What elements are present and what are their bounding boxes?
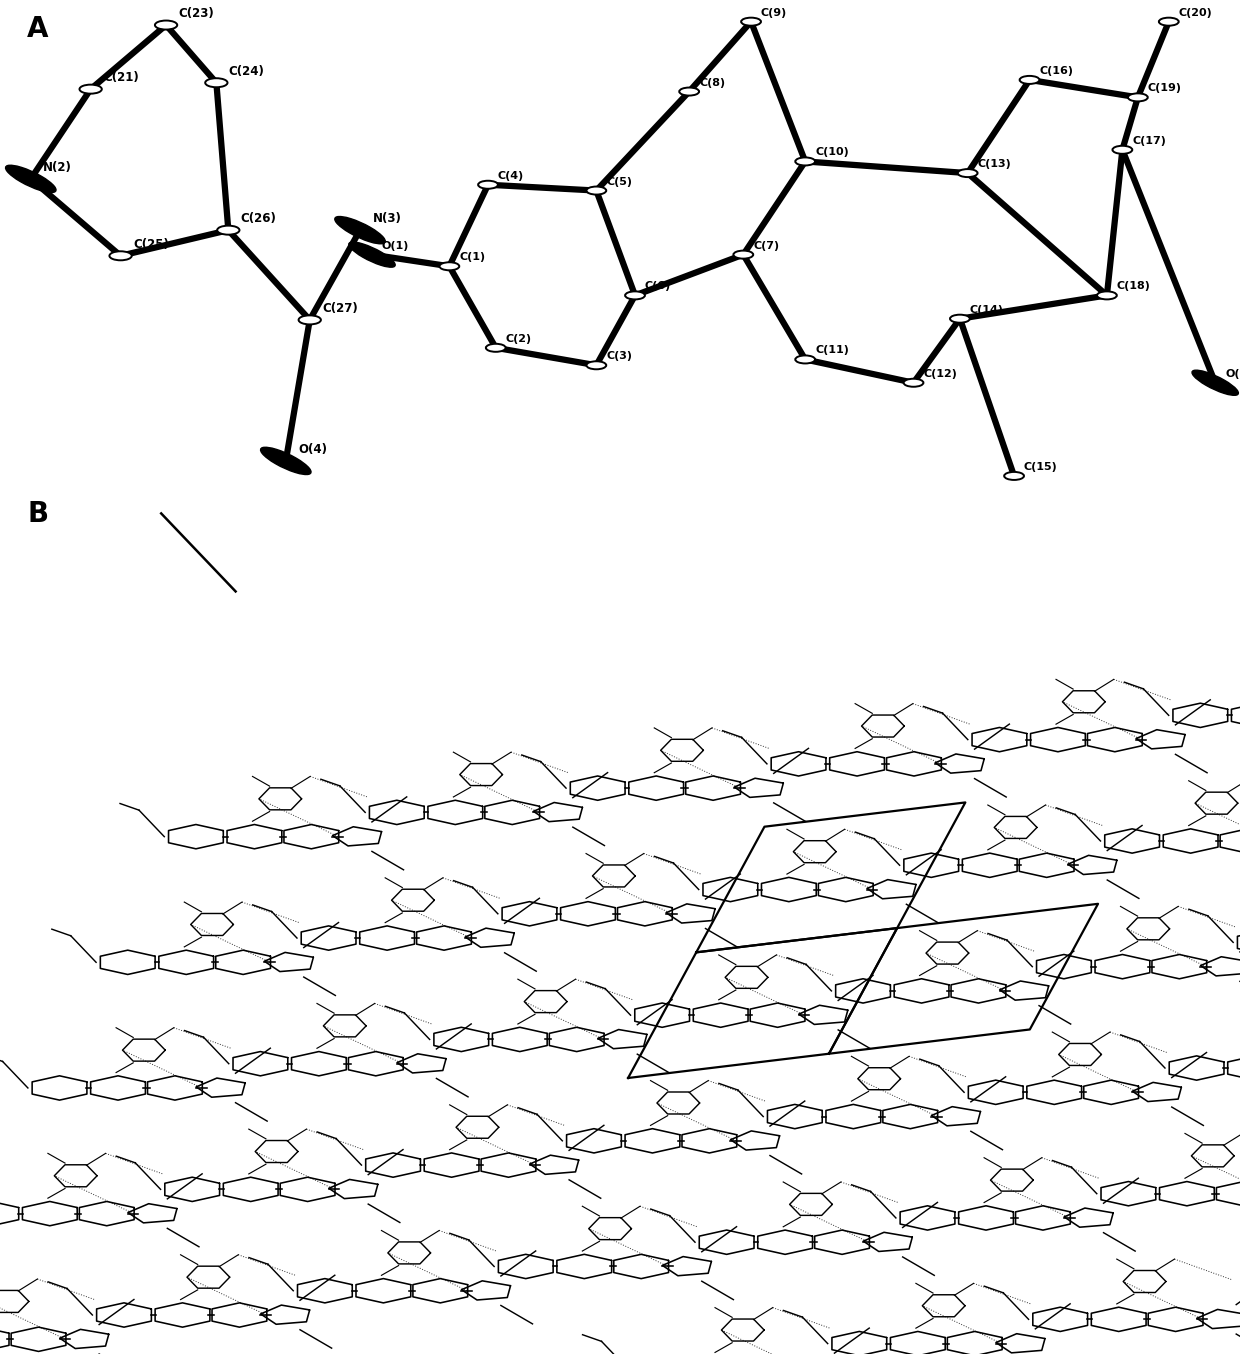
Circle shape — [205, 79, 227, 87]
Circle shape — [1112, 146, 1132, 154]
Circle shape — [109, 252, 131, 260]
Circle shape — [486, 344, 506, 352]
Circle shape — [742, 18, 761, 26]
Circle shape — [950, 314, 970, 322]
Text: N(3): N(3) — [372, 213, 402, 225]
Circle shape — [904, 379, 924, 387]
Text: C(25): C(25) — [133, 238, 169, 250]
Text: O(1): O(1) — [382, 241, 409, 250]
Text: C(24): C(24) — [228, 65, 264, 77]
Text: C(19): C(19) — [1148, 84, 1182, 93]
Circle shape — [733, 250, 753, 259]
Text: C(6): C(6) — [645, 282, 671, 291]
Circle shape — [155, 20, 177, 30]
Text: C(20): C(20) — [1179, 8, 1213, 18]
Circle shape — [1004, 473, 1024, 479]
Text: C(15): C(15) — [1024, 462, 1058, 473]
Text: C(27): C(27) — [322, 302, 358, 315]
Text: C(16): C(16) — [1039, 66, 1074, 76]
Text: B: B — [27, 501, 48, 528]
Text: C(14): C(14) — [970, 305, 1004, 314]
Text: O(4): O(4) — [298, 443, 327, 456]
Text: C(18): C(18) — [1117, 282, 1151, 291]
Text: O(2): O(2) — [1225, 368, 1240, 379]
Text: C(13): C(13) — [977, 158, 1012, 169]
Ellipse shape — [5, 165, 56, 192]
Circle shape — [587, 362, 606, 370]
Text: C(5): C(5) — [606, 176, 632, 187]
Text: C(3): C(3) — [606, 351, 632, 362]
Text: C(4): C(4) — [498, 171, 525, 180]
Circle shape — [1097, 291, 1117, 299]
Circle shape — [587, 187, 606, 195]
Text: C(23): C(23) — [179, 7, 215, 20]
Text: C(8): C(8) — [699, 77, 725, 88]
Circle shape — [957, 169, 977, 177]
Text: N(2): N(2) — [43, 161, 72, 173]
Ellipse shape — [335, 217, 386, 244]
Circle shape — [795, 157, 815, 165]
Circle shape — [625, 291, 645, 299]
Circle shape — [79, 85, 102, 93]
Text: C(21): C(21) — [103, 72, 139, 84]
Circle shape — [1159, 18, 1179, 26]
Circle shape — [680, 88, 699, 96]
Text: C(7): C(7) — [753, 241, 780, 250]
Ellipse shape — [260, 447, 311, 474]
Circle shape — [217, 226, 239, 234]
Circle shape — [439, 263, 459, 271]
Text: C(17): C(17) — [1132, 135, 1166, 146]
Text: C(12): C(12) — [924, 368, 957, 379]
Text: C(11): C(11) — [815, 345, 849, 356]
Text: C(1): C(1) — [459, 252, 485, 263]
Circle shape — [795, 356, 815, 363]
Text: C(2): C(2) — [506, 334, 532, 344]
Text: C(10): C(10) — [815, 148, 849, 157]
Ellipse shape — [1192, 370, 1239, 395]
Ellipse shape — [348, 242, 396, 267]
Text: C(26): C(26) — [241, 213, 277, 225]
Circle shape — [1019, 76, 1039, 84]
Circle shape — [1128, 93, 1148, 102]
Circle shape — [479, 180, 498, 188]
Circle shape — [299, 315, 321, 325]
Text: C(9): C(9) — [761, 8, 787, 18]
Text: A: A — [27, 15, 48, 43]
